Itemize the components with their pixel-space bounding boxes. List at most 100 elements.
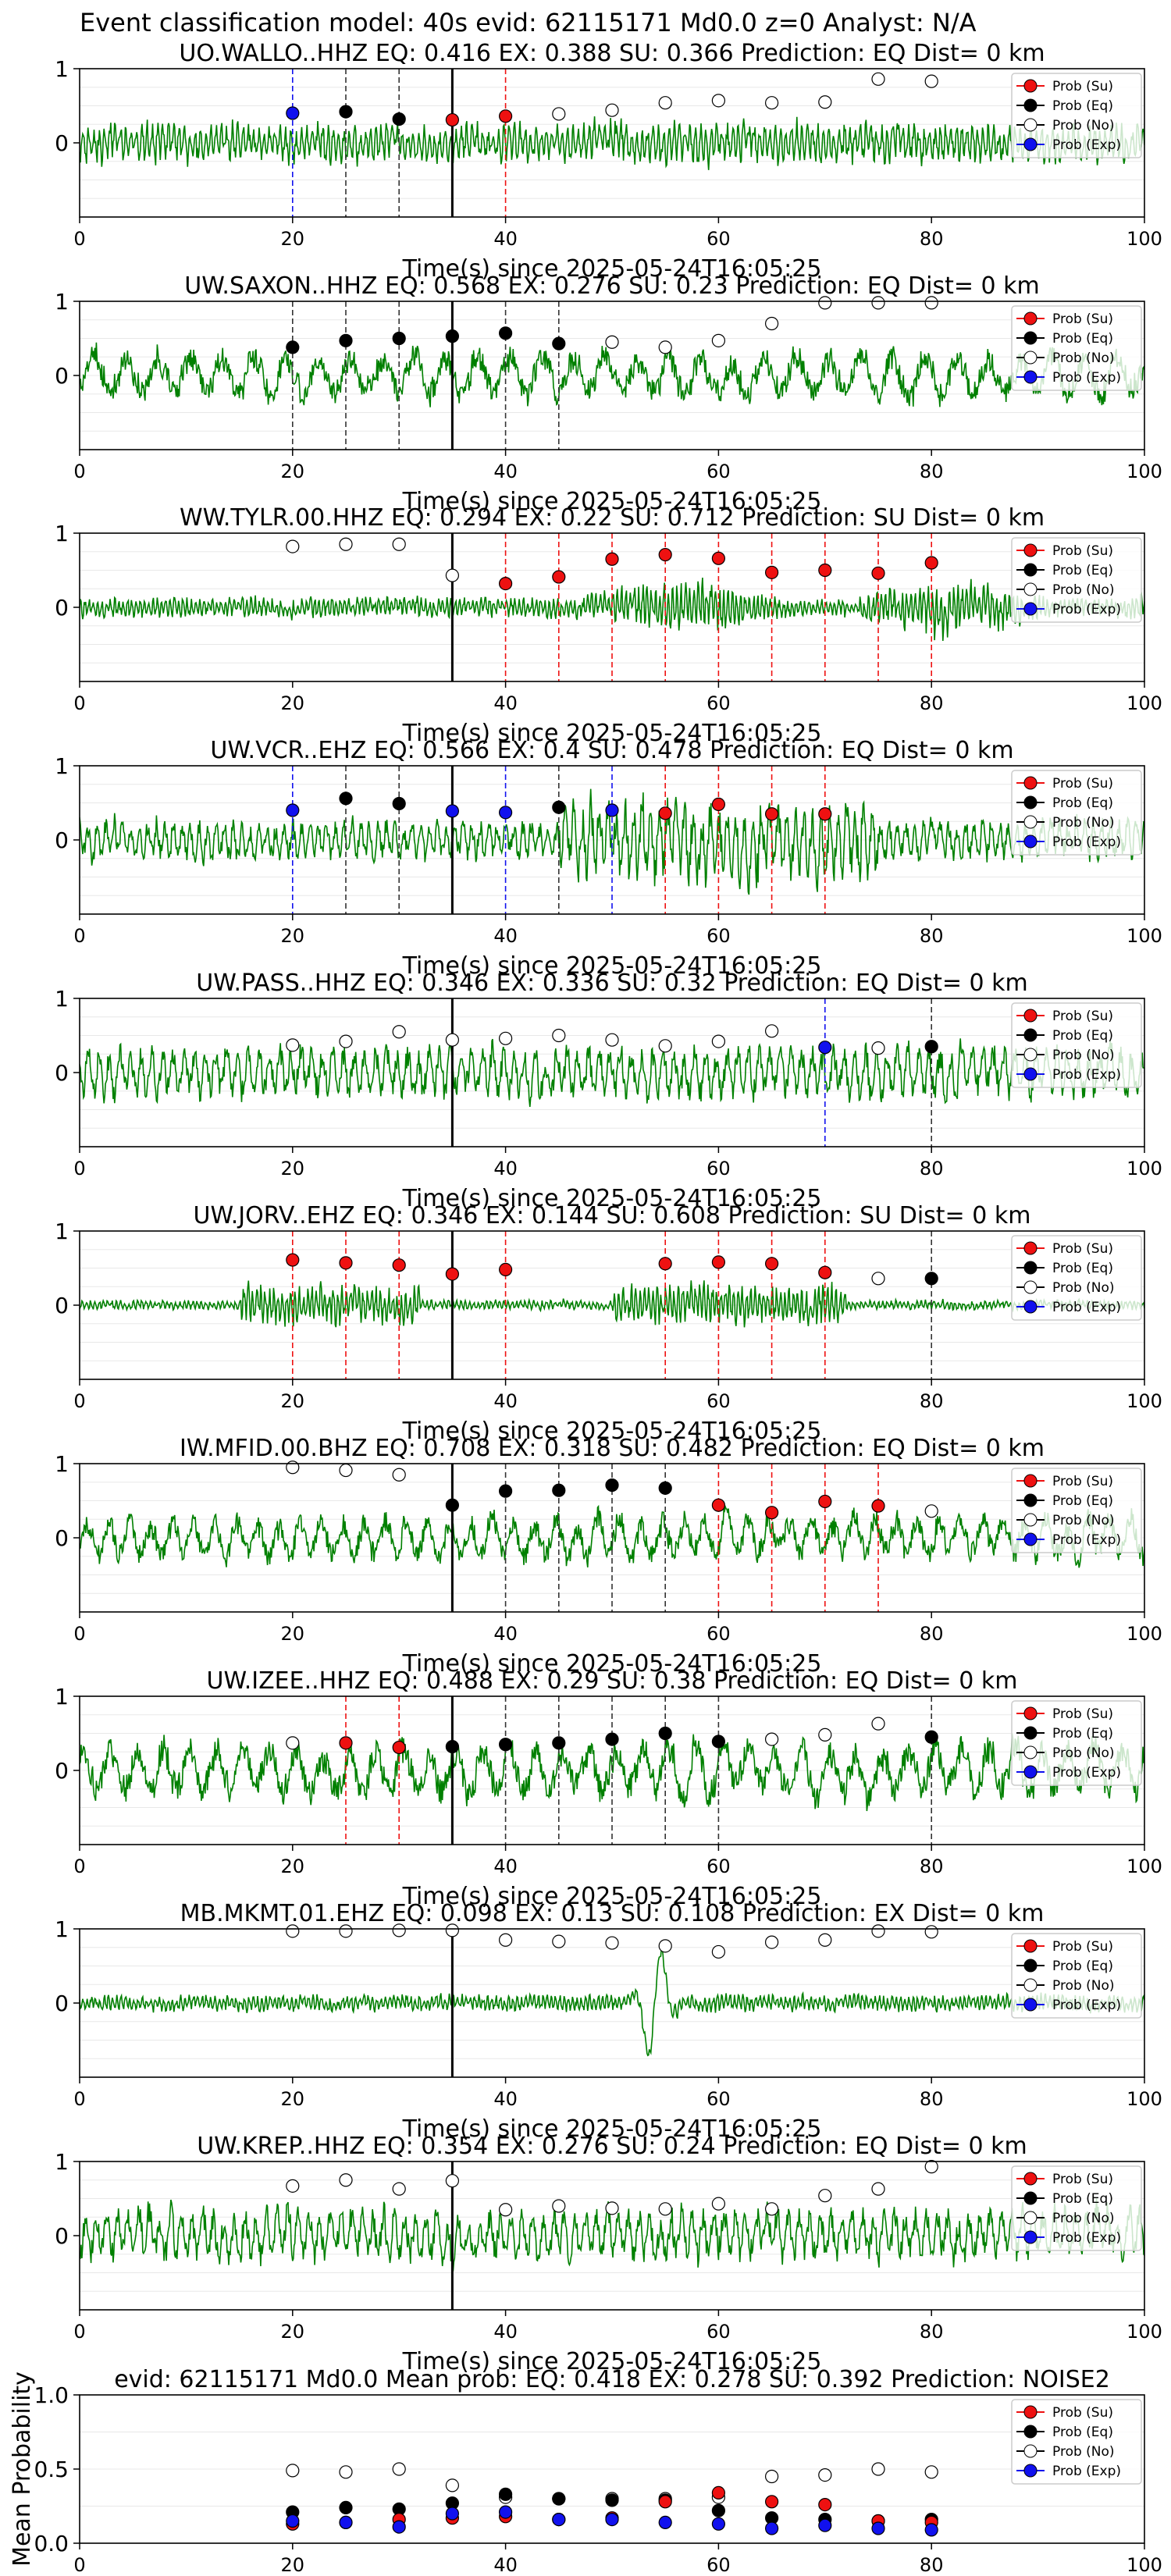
panel-title: UW.SAXON..HHZ EQ: 0.568 EX: 0.276 SU: 0.… (184, 272, 1039, 300)
prob-point (658, 1939, 672, 1953)
legend-label: Prob (Eq) (1052, 1261, 1113, 1276)
prob-point (498, 1031, 513, 1045)
legend-marker (1023, 1048, 1038, 1062)
axes-frame (79, 1463, 1145, 1613)
legend-marker (1023, 1009, 1038, 1023)
prob-point (605, 335, 619, 349)
prob-point (445, 804, 460, 818)
panel-uw-izee--hhz: UW.IZEE..HHZ EQ: 0.488 EX: 0.29 SU: 0.38… (55, 1667, 1162, 1910)
legend-label: Prob (No) (1052, 2444, 1115, 2460)
x-tick-label: 100 (1127, 2088, 1162, 2110)
legend-label: Prob (Exp) (1052, 1765, 1121, 1781)
legend-label: Prob (No) (1052, 118, 1115, 133)
prob-point (711, 1034, 726, 1048)
waveform-trace (80, 116, 1144, 170)
x-tick-label: 60 (707, 1158, 731, 1179)
y-tick-label: 0 (55, 827, 69, 853)
y-tick-label: 1 (55, 289, 69, 315)
legend-marker (1023, 2211, 1038, 2225)
panel-title: UW.PASS..HHZ EQ: 0.346 EX: 0.336 SU: 0.3… (196, 970, 1027, 997)
prob-point (818, 296, 832, 310)
x-tick-label: 100 (1127, 692, 1162, 714)
prob-point (711, 333, 726, 347)
prob-point (711, 94, 726, 108)
x-tick-label: 20 (281, 1623, 305, 1645)
legend-marker (1023, 1765, 1038, 1779)
mean-prob-point (764, 2469, 779, 2484)
axes-frame (79, 2161, 1145, 2311)
y-tick-label: 1 (55, 2149, 69, 2175)
prob-point (818, 2189, 832, 2203)
prob-point (764, 1935, 779, 1949)
mean-prob-point (658, 2515, 672, 2529)
x-tick-label: 20 (281, 2088, 305, 2110)
x-tick-label: 0 (73, 1856, 85, 1877)
prob-point (392, 2182, 406, 2196)
prob-point (605, 2201, 619, 2215)
prob-point (339, 792, 353, 806)
prob-point (871, 1499, 885, 1513)
y-tick-label: 0.5 (34, 2457, 69, 2482)
legend-marker (1023, 795, 1038, 809)
prob-point (711, 1735, 726, 1749)
legend-label: Prob (Exp) (1052, 1067, 1121, 1083)
legend-label: Prob (Eq) (1052, 2425, 1113, 2440)
prob-point (392, 1740, 406, 1755)
legend-marker (1023, 98, 1038, 112)
legend-marker (1023, 834, 1038, 849)
prob-point (658, 340, 672, 354)
prob-point (498, 1933, 513, 1947)
prob-point (552, 570, 566, 584)
prob-point (445, 568, 460, 582)
mean-prob-point (924, 2465, 938, 2479)
panel-title: IW.MFID.00.BHZ EQ: 0.708 EX: 0.318 SU: 0… (180, 1435, 1045, 1462)
legend-box (1011, 1235, 1142, 1321)
legend-label: Prob (Exp) (1052, 137, 1121, 153)
prob-point (498, 326, 513, 340)
legend-label: Prob (No) (1052, 582, 1115, 598)
mean-prob-point (498, 2487, 513, 2501)
x-tick-label: 40 (493, 1856, 518, 1877)
legend-label: Prob (Exp) (1052, 834, 1121, 850)
legend-label: Prob (Eq) (1052, 98, 1113, 114)
mean-prob-point (818, 2468, 832, 2482)
prob-point (286, 1253, 300, 1267)
prob-point (498, 2203, 513, 2217)
prob-point (286, 1924, 300, 1938)
legend-marker (1023, 1998, 1038, 2012)
legend-box (1011, 305, 1142, 391)
x-tick-label: 80 (920, 2321, 944, 2343)
x-axis-label: Time(s) since 2025-05-24T16:05:25 (402, 1418, 822, 1445)
prob-point (871, 1924, 885, 1938)
x-tick-label: 40 (493, 1390, 518, 1412)
prob-point (818, 1265, 832, 1279)
prob-point (871, 1272, 885, 1286)
prob-point (605, 1732, 619, 1746)
prob-point (392, 1468, 406, 1482)
legend-marker (1023, 776, 1038, 790)
mean-prob-point (818, 2498, 832, 2512)
mean-prob-point (764, 2495, 779, 2509)
prob-point (445, 1267, 460, 1281)
x-axis-label: Time(s) since 2025-05-24T16:05:25 (402, 255, 822, 283)
legend-marker (1023, 1726, 1038, 1740)
prob-point (871, 566, 885, 580)
x-axis-label: Time(s) since 2025-05-24T16:05:25 (402, 2348, 822, 2375)
prob-point (445, 1498, 460, 1512)
prob-point (764, 1732, 779, 1746)
x-axis-label: Time(s) since 2025-05-24T16:05:25 (402, 1650, 822, 1678)
x-tick-label: 100 (1127, 1390, 1162, 1412)
prob-point (392, 331, 406, 346)
prob-point (818, 95, 832, 109)
x-tick-label: 20 (281, 925, 305, 947)
prob-point (286, 1461, 300, 1475)
y-tick-label: 0 (55, 2223, 69, 2249)
prob-point (658, 96, 672, 110)
prob-point (658, 1481, 672, 1495)
x-tick-label: 40 (493, 2088, 518, 2110)
legend-box (1011, 2399, 1142, 2485)
legend-marker (1023, 311, 1038, 326)
panel-title: UW.IZEE..HHZ EQ: 0.488 EX: 0.29 SU: 0.38… (207, 1667, 1018, 1695)
x-tick-label: 60 (707, 2088, 731, 2110)
panel-uo-wallo--hhz: UO.WALLO..HHZ EQ: 0.416 EX: 0.388 SU: 0.… (55, 40, 1162, 283)
